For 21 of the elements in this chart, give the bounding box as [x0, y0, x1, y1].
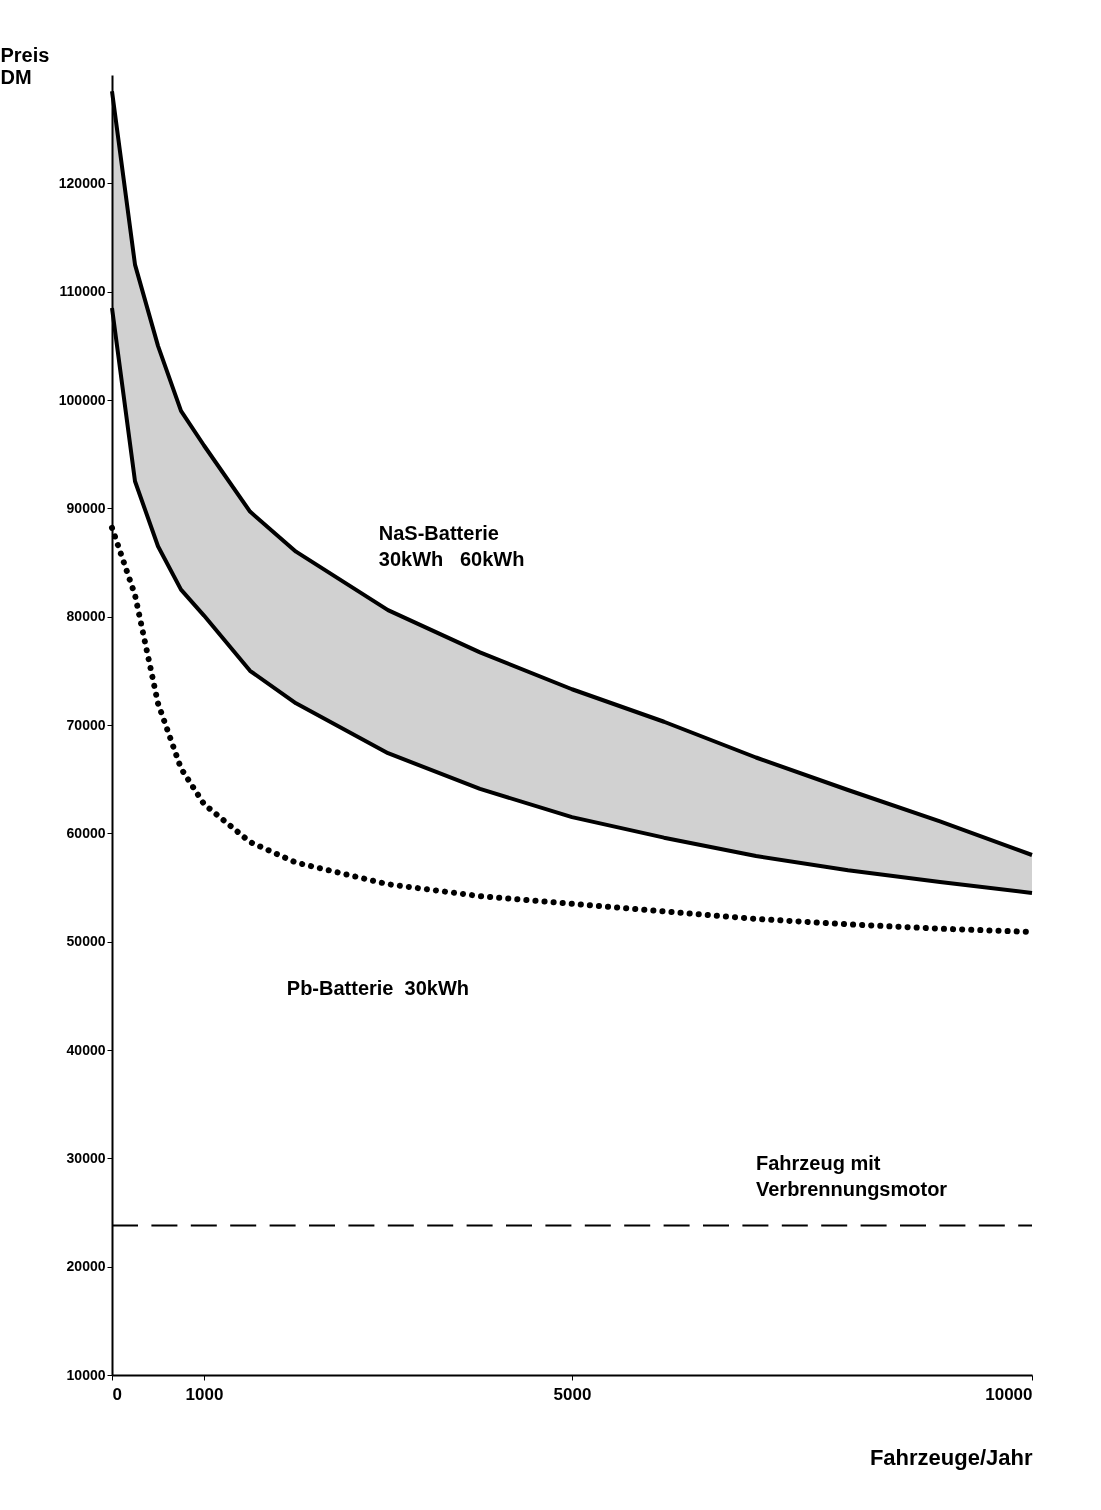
y-tick-label: 40000 [66, 1041, 106, 1058]
y-tick-label: 10000 [66, 1366, 106, 1383]
y-tick-label: 110000 [59, 283, 106, 300]
y-tick-label: 80000 [66, 608, 106, 625]
annotation: Fahrzeug mit Verbrennungsmotor [756, 1152, 948, 1200]
y-tick-label: 90000 [66, 499, 106, 516]
x-tick-label: 10000 [985, 1384, 1033, 1404]
x-tick-label: 1000 [185, 1384, 224, 1404]
y-tick-label: 50000 [66, 933, 106, 950]
y-tick-label: 60000 [66, 824, 106, 841]
annotation: NaS-Batterie 30kWh 60kWh [378, 521, 525, 570]
y-tick-label: 70000 [66, 716, 106, 733]
x-tick-label: 5000 [553, 1384, 592, 1404]
y-axis-title: Preis DM [0, 43, 50, 88]
y-tick-label: 20000 [66, 1258, 106, 1275]
y-tick-label: 30000 [66, 1149, 106, 1166]
annotation: Pb-Batterie 30kWh [286, 976, 470, 999]
x-axis-title: Fahrzeuge/Jahr [869, 1444, 1033, 1470]
y-tick-label: 100000 [58, 391, 106, 408]
y-tick-label: 120000 [58, 174, 106, 191]
x-tick-label: 0 [112, 1384, 122, 1404]
